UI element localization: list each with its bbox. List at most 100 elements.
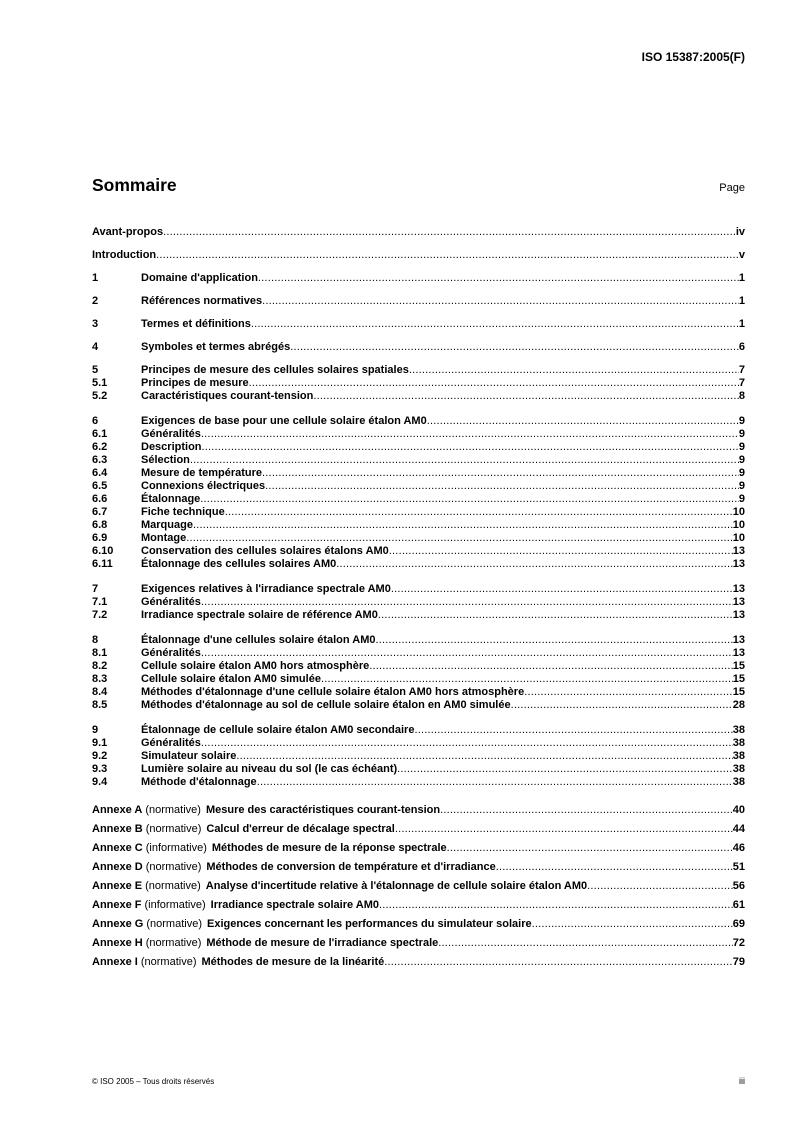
toc-entry[interactable]: Introduction v bbox=[92, 249, 745, 262]
toc-entry-title: Étalonnage de cellule solaire étalon AM0… bbox=[141, 724, 415, 736]
toc-entry[interactable]: 8.3 Cellule solaire étalon AM0 simulée 15 bbox=[92, 673, 745, 686]
toc-entry[interactable]: 2 Références normatives 1 bbox=[92, 295, 745, 308]
toc-entry-number: 8 bbox=[92, 634, 99, 646]
annex-page: 61 bbox=[732, 899, 745, 911]
toc-entry[interactable]: 9 Étalonnage de cellule solaire étalon AM… bbox=[92, 724, 745, 737]
toc-entry-page: 38 bbox=[732, 763, 745, 775]
toc-entry[interactable]: 6.4 Mesure de température 9 bbox=[92, 467, 745, 480]
toc-entry[interactable]: 6.7 Fiche technique 10 bbox=[92, 506, 745, 519]
toc-entry[interactable]: 3 Termes et définitions 1 bbox=[92, 318, 745, 331]
annex-page: 72 bbox=[732, 937, 745, 949]
toc-entry[interactable]: 6.11 Étalonnage des cellules solaires AM0… bbox=[92, 558, 745, 571]
toc-entry-page: 1 bbox=[738, 318, 745, 330]
toc-entry[interactable]: 9.1 Généralités 38 bbox=[92, 737, 745, 750]
toc-entry-title: Sélection bbox=[141, 454, 190, 466]
dot-leader bbox=[376, 634, 733, 647]
toc-entry[interactable]: 7 Exigences relatives à l'irradiance spec… bbox=[92, 583, 745, 596]
dot-leader bbox=[251, 318, 739, 331]
toc-entry[interactable]: 8.1 Généralités 13 bbox=[92, 647, 745, 660]
toc-entry[interactable]: 6.1 Généralités 9 bbox=[92, 428, 745, 441]
toc-entry-number: 1 bbox=[92, 272, 99, 284]
annex-entry[interactable]: Annexe D (normative) Méthodes de conversio… bbox=[92, 858, 745, 877]
toc-entry[interactable]: 6.10 Conservation des cellules solaires é… bbox=[92, 545, 745, 558]
annex-entry[interactable]: Annexe B (normative) Calcul d'erreur de dé… bbox=[92, 820, 745, 839]
toc-entry-title: Généralités bbox=[141, 596, 201, 608]
annex-title: Méthode de mesure de l'irradiance spectr… bbox=[206, 937, 439, 949]
annex-title: Analyse d'incertitude relative à l'étalo… bbox=[205, 880, 588, 892]
toc-entry[interactable]: 8.4 Méthodes d'étalonnage d'une cellule s… bbox=[92, 686, 745, 699]
annex-entry[interactable]: Annexe H (normative) Méthode de mesure de … bbox=[92, 934, 745, 953]
toc-entry-number: 7.2 bbox=[92, 609, 108, 621]
toc-entry-title: Caractéristiques courant-tension bbox=[141, 390, 314, 402]
toc-entry[interactable]: 6.2 Description 9 bbox=[92, 441, 745, 454]
toc-entry-page: 6 bbox=[738, 341, 745, 353]
toc-entry[interactable]: 5 Principes de mesure des cellules solair… bbox=[92, 364, 745, 377]
toc-entry[interactable]: 6 Exigences de base pour une cellule sola… bbox=[92, 415, 745, 428]
dot-leader bbox=[202, 441, 739, 454]
annex-entry[interactable]: Annexe A (normative) Mesure des caractéris… bbox=[92, 801, 745, 820]
toc-entry-number: 2 bbox=[92, 295, 99, 307]
toc-entry[interactable]: 6.6 Étalonnage 9 bbox=[92, 493, 745, 506]
dot-leader bbox=[409, 364, 739, 377]
toc-entry-title: Méthodes d'étalonnage d'une cellule sola… bbox=[141, 686, 525, 698]
toc-entry[interactable]: 9.2 Simulateur solaire 38 bbox=[92, 750, 745, 763]
dot-leader bbox=[262, 467, 739, 480]
page-column-label: Page bbox=[719, 182, 745, 194]
toc-entry-title: Exigences de base pour une cellule solai… bbox=[141, 415, 427, 427]
annex-entry[interactable]: Annexe C (informative) Méthodes de mesure … bbox=[92, 839, 745, 858]
toc-entry[interactable]: 5.1 Principes de mesure 7 bbox=[92, 377, 745, 390]
toc-entry[interactable]: 8.2 Cellule solaire étalon AM0 hors atmos… bbox=[92, 660, 745, 673]
annex-entry[interactable]: Annexe G (normative) Exigences concernant … bbox=[92, 915, 745, 934]
toc-entry[interactable]: 8 Étalonnage d'une cellules solaire étalo… bbox=[92, 634, 745, 647]
toc-entry-title: Étalonnage d'une cellules solaire étalon… bbox=[141, 634, 376, 646]
annex-entry[interactable]: Annexe E (normative) Analyse d'incertitude… bbox=[92, 877, 745, 896]
toc-entry-page: 15 bbox=[732, 660, 745, 672]
dot-leader bbox=[249, 377, 739, 390]
toc-entry[interactable]: Avant-propos iv bbox=[92, 226, 745, 239]
dot-leader bbox=[378, 609, 733, 622]
toc-entry[interactable]: 7.1 Généralités 13 bbox=[92, 596, 745, 609]
dot-leader bbox=[511, 699, 733, 712]
toc-entry[interactable]: 1 Domaine d'application 1 bbox=[92, 272, 745, 285]
toc-entry-title: Termes et définitions bbox=[141, 318, 251, 330]
toc-entry-page: 1 bbox=[738, 295, 745, 307]
toc-entry-title: Étalonnage des cellules solaires AM0 bbox=[141, 558, 337, 570]
toc-entry-page: 9 bbox=[738, 428, 745, 440]
annex-entry[interactable]: Annexe I (normative) Méthodes de mesure de… bbox=[92, 953, 745, 972]
toc-entry-number: 6.3 bbox=[92, 454, 108, 466]
toc-entry-title: Avant-propos bbox=[92, 226, 164, 238]
toc-entry[interactable]: 6.8 Marquage 10 bbox=[92, 519, 745, 532]
toc-entry-number: 3 bbox=[92, 318, 99, 330]
toc-section: Avant-propos iv bbox=[92, 226, 745, 239]
toc-entry-page: 13 bbox=[732, 583, 745, 595]
dot-leader bbox=[524, 686, 733, 699]
toc-entry-number: 6 bbox=[92, 415, 99, 427]
dot-leader bbox=[414, 724, 732, 737]
dot-leader bbox=[290, 341, 739, 354]
annex-entry[interactable]: Annexe F (informative) Irradiance spectral… bbox=[92, 896, 745, 915]
toc-section: 4 Symboles et termes abrégés 6 bbox=[92, 341, 745, 354]
toc-entry[interactable]: 4 Symboles et termes abrégés 6 bbox=[92, 341, 745, 354]
annex-type: (informative) bbox=[144, 899, 206, 911]
dot-leader bbox=[384, 953, 732, 972]
toc-entry-number: 6.7 bbox=[92, 506, 108, 518]
toc-entry-number: 6.10 bbox=[92, 545, 114, 557]
annex-label: Annexe F bbox=[92, 899, 142, 911]
toc-entry[interactable]: 9.3 Lumière solaire au niveau du sol (le … bbox=[92, 763, 745, 776]
toc-entry[interactable]: 6.3 Sélection 9 bbox=[92, 454, 745, 467]
toc-entry[interactable]: 6.9 Montage 10 bbox=[92, 532, 745, 545]
toc-entry-page: 38 bbox=[732, 737, 745, 749]
annex-type: (normative) bbox=[145, 880, 201, 892]
dot-leader bbox=[156, 249, 739, 262]
toc-entry-page: 13 bbox=[732, 558, 745, 570]
toc-entry[interactable]: 9.4 Méthode d'étalonnage 38 bbox=[92, 776, 745, 789]
dot-leader bbox=[532, 915, 733, 934]
toc-entry[interactable]: 8.5 Méthodes d'étalonnage au sol de cellu… bbox=[92, 699, 745, 712]
toc-entry-page: 9 bbox=[738, 480, 745, 492]
annex-title: Méthodes de mesure de la réponse spectra… bbox=[211, 842, 447, 854]
annex-type: (normative) bbox=[140, 956, 197, 968]
toc-entry[interactable]: 7.2 Irradiance spectrale solaire de référ… bbox=[92, 609, 745, 622]
toc-entry[interactable]: 5.2 Caractéristiques courant-tension 8 bbox=[92, 390, 745, 403]
annex-label: Annexe I bbox=[92, 956, 138, 968]
toc-entry[interactable]: 6.5 Connexions électriques 9 bbox=[92, 480, 745, 493]
